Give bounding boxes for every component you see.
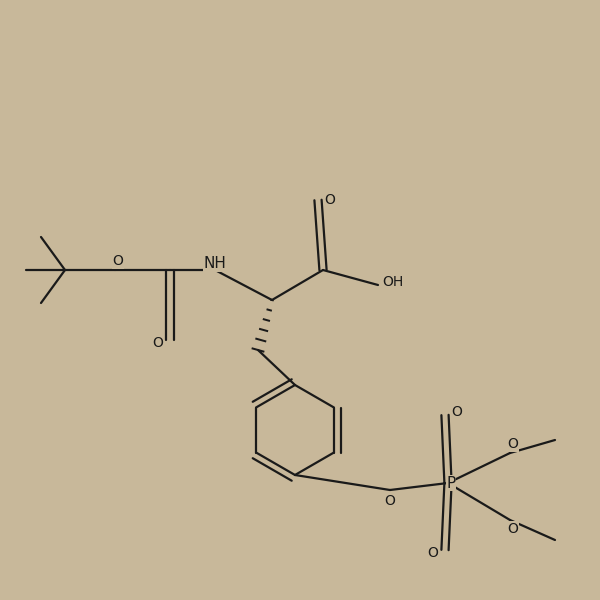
- Text: O: O: [152, 336, 163, 350]
- Text: P: P: [446, 475, 455, 491]
- Text: O: O: [113, 254, 124, 268]
- Text: O: O: [508, 522, 518, 536]
- Text: NH: NH: [203, 256, 226, 271]
- Text: OH: OH: [382, 275, 404, 289]
- Text: O: O: [325, 193, 335, 207]
- Text: O: O: [452, 405, 463, 419]
- Text: O: O: [385, 494, 395, 508]
- Text: O: O: [508, 437, 518, 451]
- Text: O: O: [428, 546, 439, 560]
